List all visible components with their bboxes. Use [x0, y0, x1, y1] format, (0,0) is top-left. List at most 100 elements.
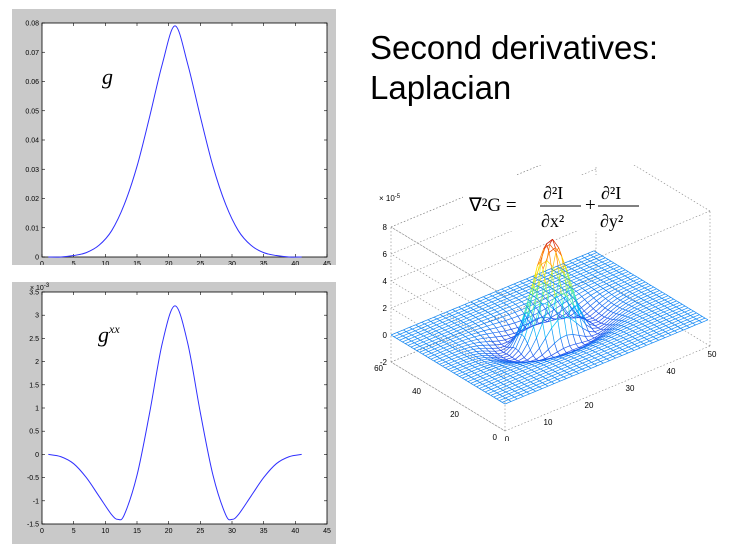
surface-mesh-line	[553, 358, 557, 361]
surface-mesh-line	[526, 362, 530, 364]
surface-mesh-line	[459, 330, 466, 334]
surface-mesh-line	[590, 305, 594, 309]
surface-mesh-line	[578, 257, 585, 261]
surface-mesh-line	[487, 316, 494, 320]
surface-mesh-line	[473, 348, 480, 350]
surface-mesh-line	[617, 334, 621, 337]
surface-mesh-line	[508, 314, 513, 319]
surface-mesh-line	[403, 327, 410, 331]
surface-mesh-line	[465, 327, 473, 331]
surface-mesh-line	[582, 285, 589, 289]
surface-mesh-line	[471, 368, 478, 372]
surface-mesh-line	[566, 372, 570, 375]
surface-mesh-line	[513, 334, 517, 339]
surface-mesh-line	[600, 286, 604, 289]
surface-mesh-line	[512, 306, 519, 310]
surface-mesh-line	[588, 278, 592, 282]
surface-mesh-line	[601, 271, 608, 275]
series-line	[48, 25, 302, 258]
surface-mesh-line	[588, 323, 596, 327]
surface-mesh-line	[474, 372, 478, 376]
surface-mesh-line	[578, 299, 585, 305]
surface-mesh-line	[553, 276, 557, 279]
y-tick-label: 2.5	[29, 336, 39, 343]
surface-mesh-line	[513, 364, 521, 367]
surface-mesh-line	[531, 364, 535, 367]
surface-mesh-line	[661, 335, 666, 338]
surface-mesh-line	[456, 365, 464, 370]
surface-mesh-line	[446, 347, 453, 351]
surface-mesh-line	[639, 319, 646, 323]
surface-mesh-line	[560, 372, 568, 376]
surface-mesh-line	[600, 324, 608, 330]
surface-mesh-line	[552, 266, 560, 281]
surface-mesh-line	[487, 309, 495, 313]
surface-mesh-line	[564, 277, 569, 280]
surface-mesh-line	[649, 300, 656, 304]
surface-mesh-line	[603, 332, 607, 335]
surface-mesh-line	[452, 344, 459, 348]
surface-mesh-line	[557, 351, 561, 356]
surface-mesh-line	[505, 308, 513, 313]
surface-mesh-line	[453, 370, 460, 374]
surface-mesh-line	[414, 330, 419, 333]
surface-mesh-line	[408, 330, 416, 334]
surface-mesh-line	[512, 374, 520, 378]
surface-mesh-line	[638, 296, 642, 299]
slide-title: Second derivatives: Laplacian	[370, 28, 730, 108]
surface-mesh-line	[471, 327, 476, 331]
surface-mesh-line	[452, 341, 457, 344]
surface-mesh-line	[578, 370, 586, 374]
surface-mesh-line	[539, 338, 546, 349]
surface-mesh-line	[581, 296, 585, 300]
surface-mesh-line	[590, 337, 598, 342]
surface-mesh-line	[502, 360, 506, 362]
x-tick-label: 40	[291, 528, 299, 535]
surface-mesh-line	[548, 292, 553, 296]
surface-mesh-line	[470, 340, 475, 344]
surface-mesh-line	[611, 302, 615, 305]
surface-mesh-line	[613, 262, 617, 265]
surface-mesh-line	[544, 358, 548, 360]
surface-mesh-line	[444, 333, 451, 337]
surface-mesh-line	[678, 305, 686, 309]
surface-mesh-line	[598, 321, 602, 324]
surface-mesh-line	[523, 349, 531, 358]
surface-mesh-line	[534, 289, 538, 293]
surface-mesh-line	[494, 294, 502, 298]
surface-mesh-line	[605, 339, 609, 342]
surface-mesh-line	[423, 329, 428, 332]
surface-mesh-line	[665, 331, 669, 334]
surface-mesh-line	[621, 352, 629, 356]
surface-mesh-line	[625, 342, 632, 346]
x-tick-label: 40	[291, 261, 299, 265]
surface-mesh-line	[607, 262, 615, 266]
surface-mesh-line	[471, 371, 475, 374]
surface-mesh-line	[491, 307, 495, 311]
surface-mesh-line	[485, 295, 493, 299]
surface-mesh-line	[656, 288, 660, 291]
surface-mesh-line	[563, 309, 567, 314]
surface-mesh-line	[486, 371, 493, 375]
surface-mesh-line	[620, 327, 628, 331]
surface-mesh-line	[610, 311, 614, 313]
surface-mesh-line	[585, 283, 589, 286]
surface-mesh-line	[476, 350, 483, 352]
surface-mesh-line	[591, 327, 599, 329]
series-line	[48, 305, 302, 521]
surface-mesh-line	[545, 381, 552, 385]
surface-mesh-line	[542, 292, 550, 297]
surface-mesh-line	[524, 337, 528, 344]
surface-mesh-line	[636, 282, 640, 285]
surface-mesh-line	[539, 308, 546, 313]
surface-mesh-line	[498, 374, 502, 377]
surface-mesh-line	[639, 322, 643, 325]
surface-mesh-line	[483, 328, 491, 332]
surface-mesh-line	[603, 281, 607, 284]
surface-mesh-line	[620, 296, 627, 301]
surface-mesh-line	[595, 315, 602, 321]
x-tick-label: 30	[228, 261, 236, 265]
surface-mesh-line	[497, 380, 501, 383]
surface-mesh-line	[482, 375, 490, 379]
surface-mesh-line	[633, 280, 637, 284]
